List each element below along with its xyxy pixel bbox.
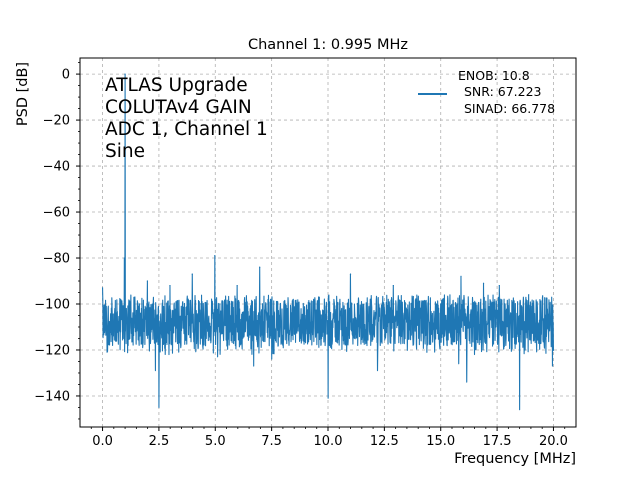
x-tick-label: 10.0	[314, 434, 343, 449]
psd-peak-point	[101, 287, 104, 289]
y-axis-label: PSD [dB]	[15, 62, 31, 126]
y-tick-label: −100	[34, 298, 70, 313]
x-tick-label: 0.0	[92, 434, 113, 449]
x-tick-label: 5.0	[205, 434, 226, 449]
chart-title: Channel 1: 0.995 MHz	[248, 37, 408, 53]
y-tick-label: −60	[43, 206, 70, 221]
psd-peak-point	[146, 280, 149, 282]
y-tick-label: −140	[34, 389, 70, 404]
x-axis-label: Frequency [MHz]	[454, 451, 576, 467]
psd-peak-point	[124, 73, 126, 75]
legend-sinad: SINAD: 66.778	[464, 101, 555, 116]
psd-peak-point	[482, 282, 485, 284]
legend: ENOB: 10.8 SNR: 67.223 SINAD: 66.778	[418, 68, 555, 116]
series-layer	[101, 73, 554, 411]
annotation-line-experiment: ATLAS Upgrade	[105, 75, 248, 96]
y-tick-label: −20	[43, 114, 70, 129]
x-tick-label: 12.5	[370, 434, 399, 449]
y-tick-label: −80	[43, 252, 70, 267]
psd-peak-point	[349, 273, 352, 275]
psd-peak-point	[236, 285, 238, 287]
psd-peak-point	[123, 257, 126, 259]
psd-peak-point	[498, 285, 500, 287]
psd-peak-point	[392, 285, 394, 287]
y-tick-label: −40	[43, 160, 70, 175]
y-tick-label: −120	[34, 343, 70, 358]
legend-enob: ENOB: 10.8	[458, 68, 530, 83]
x-tick-label: 15.0	[426, 434, 455, 449]
psd-peak-point	[528, 294, 530, 296]
y-tick-label: 0	[62, 68, 70, 83]
annotation-line-signal: Sine	[105, 141, 145, 162]
psd-peak-point	[214, 255, 216, 257]
x-tick-label: 20.0	[539, 434, 568, 449]
x-tick-label: 7.5	[261, 434, 282, 449]
psd-peak-point	[191, 273, 193, 275]
psd-series-line	[102, 73, 554, 411]
psd-peak-point	[460, 275, 462, 278]
x-tick-label: 2.5	[149, 434, 170, 449]
ticks: 0.0 2.5 5.0 7.5 10.0 12.5 15.0 17.5 20.0 0 −20 −40 −…	[34, 62, 568, 449]
annotation-line-channel: ADC 1, Channel 1	[105, 119, 268, 140]
legend-snr: SNR: 67.223	[464, 84, 542, 99]
annotation-block: ATLAS Upgrade COLUTAv4 GAIN ADC 1, Chann…	[105, 75, 268, 162]
psd-peak-point	[169, 285, 171, 287]
annotation-line-chip: COLUTAv4 GAIN	[105, 97, 252, 118]
psd-peak-point	[259, 266, 261, 268]
x-tick-label: 17.5	[483, 434, 512, 449]
